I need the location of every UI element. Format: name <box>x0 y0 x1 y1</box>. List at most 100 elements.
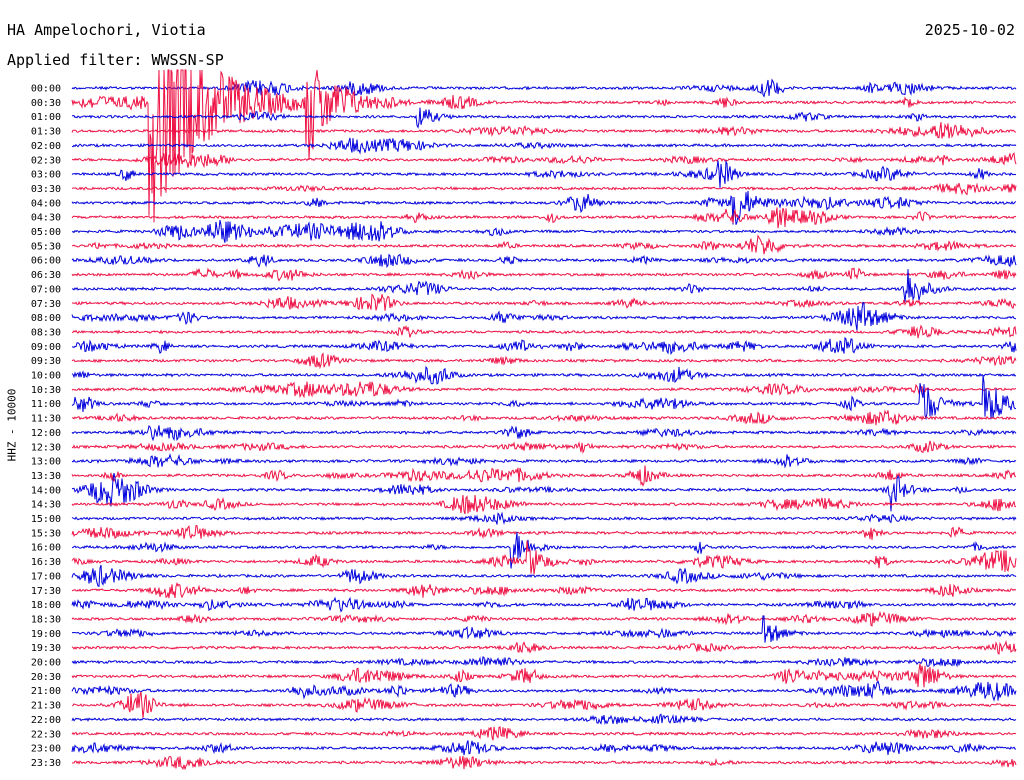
trace-line <box>71 511 1017 525</box>
trace-line <box>71 253 1017 269</box>
time-tick-label: 05:00 <box>31 227 61 238</box>
time-tick-label: 18:00 <box>31 600 61 611</box>
trace-line <box>71 267 1017 282</box>
time-tick-label: 19:30 <box>31 643 61 654</box>
trace-line <box>71 540 1017 575</box>
trace-line <box>71 564 1017 587</box>
time-tick-label: 20:30 <box>31 672 61 683</box>
trace-line <box>71 465 1017 487</box>
trace-line <box>71 691 1017 718</box>
trace-line <box>71 425 1017 442</box>
time-tick-label: 06:30 <box>31 270 61 281</box>
time-label-group: 00:00 00:30 01:00 01:30 02:00 02:30 03:00 03:30… <box>31 84 61 769</box>
trace-line <box>71 755 1017 770</box>
date-label: 2025-10-02 <box>924 21 1015 39</box>
trace-line <box>71 150 1017 169</box>
time-tick-label: 20:00 <box>31 658 61 669</box>
time-tick-label: 12:30 <box>31 442 61 453</box>
time-tick-label: 14:00 <box>31 485 61 496</box>
trace-line <box>72 293 1017 311</box>
time-tick-label: 03:30 <box>31 184 61 195</box>
time-tick-label: 15:30 <box>31 528 61 539</box>
trace-line <box>71 640 1017 655</box>
time-tick-label: 17:00 <box>31 571 61 582</box>
time-tick-label: 18:30 <box>31 614 61 625</box>
time-tick-label: 10:30 <box>31 385 61 396</box>
trace-line <box>71 375 1017 421</box>
trace-line <box>71 473 1017 512</box>
time-tick-label: 14:30 <box>31 500 61 511</box>
trace-line <box>71 352 1017 370</box>
time-tick-label: 00:00 <box>31 84 61 95</box>
time-tick-label: 10:00 <box>31 371 61 382</box>
time-tick-label: 22:30 <box>31 729 61 740</box>
trace-line <box>71 596 1016 613</box>
time-tick-label: 23:00 <box>31 744 61 755</box>
trace-line <box>71 234 1017 255</box>
filter-subtitle: Applied filter: WWSSN-SP <box>7 51 224 69</box>
time-tick-label: 16:30 <box>31 557 61 568</box>
trace-line <box>71 740 1017 756</box>
trace-line <box>71 182 1017 196</box>
time-tick-label: 16:00 <box>31 543 61 554</box>
time-tick-label: 06:00 <box>31 256 61 267</box>
trace-line <box>71 137 1017 155</box>
trace-line <box>71 531 1017 569</box>
time-tick-label: 11:30 <box>31 414 61 425</box>
time-tick-label: 07:30 <box>31 299 61 310</box>
time-tick-label: 03:00 <box>31 170 61 181</box>
time-tick-label: 01:00 <box>31 112 61 123</box>
trace-line <box>71 680 1017 702</box>
time-tick-label: 05:30 <box>31 241 61 252</box>
time-tick-label: 21:30 <box>31 701 61 712</box>
time-tick-label: 12:00 <box>31 428 61 439</box>
trace-line <box>71 159 1017 188</box>
time-tick-label: 07:00 <box>31 284 61 295</box>
trace-line <box>71 122 1017 139</box>
trace-line <box>71 207 1017 229</box>
trace-line <box>71 69 1016 223</box>
trace-line <box>71 324 1017 339</box>
trace-line <box>71 453 1017 469</box>
time-tick-label: 23:30 <box>31 758 61 769</box>
time-tick-label: 01:30 <box>31 127 61 138</box>
time-tick-label: 13:30 <box>31 471 61 482</box>
time-tick-label: 11:00 <box>31 399 61 410</box>
trace-line <box>71 269 1017 303</box>
trace-line <box>71 440 1017 454</box>
trace-line <box>71 336 1017 355</box>
time-tick-label: 19:00 <box>31 629 61 640</box>
trace-line <box>71 663 1017 688</box>
time-tick-label: 21:00 <box>31 686 61 697</box>
trace-line <box>71 220 1017 243</box>
trace-line <box>72 107 1017 129</box>
time-tick-label: 09:30 <box>31 356 61 367</box>
time-tick-label: 08:00 <box>31 313 61 324</box>
trace-line <box>71 656 1017 668</box>
trace-line <box>71 301 1017 331</box>
time-tick-label: 04:30 <box>31 213 61 224</box>
time-tick-label: 08:30 <box>31 327 61 338</box>
time-tick-label: 00:30 <box>31 98 61 109</box>
trace-line <box>71 615 1017 643</box>
trace-line <box>71 610 1017 627</box>
trace-line <box>71 190 1017 225</box>
time-tick-label: 22:00 <box>31 715 61 726</box>
trace-line <box>71 381 1016 399</box>
time-tick-label: 13:00 <box>31 457 61 468</box>
station-title: HA Ampelochori, Viotia <box>7 21 206 39</box>
time-tick-label: 02:00 <box>31 141 61 152</box>
trace-line <box>71 726 1017 741</box>
trace-line <box>71 495 1017 515</box>
time-tick-label: 17:30 <box>31 586 61 597</box>
trace-line <box>71 713 1017 726</box>
trace-line <box>71 78 1017 98</box>
trace-line <box>71 525 1017 540</box>
trace-line <box>71 581 1017 599</box>
time-tick-label: 02:30 <box>31 155 61 166</box>
trace-group <box>71 69 1017 770</box>
time-tick-label: 04:00 <box>31 198 61 209</box>
time-tick-label: 15:00 <box>31 514 61 525</box>
